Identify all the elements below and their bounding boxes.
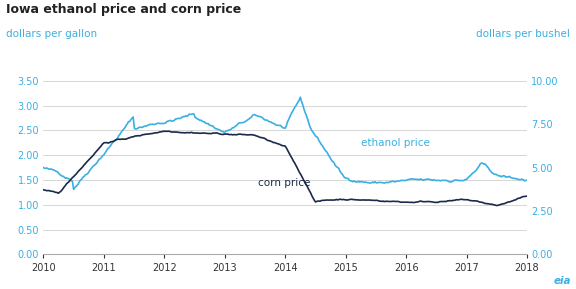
Text: ethanol price: ethanol price — [361, 138, 430, 148]
Text: corn price: corn price — [258, 178, 310, 188]
Text: dollars per gallon: dollars per gallon — [6, 29, 97, 39]
Text: eia: eia — [554, 276, 571, 286]
Text: Iowa ethanol price and corn price: Iowa ethanol price and corn price — [6, 3, 241, 16]
Text: dollars per bushel: dollars per bushel — [476, 29, 570, 39]
